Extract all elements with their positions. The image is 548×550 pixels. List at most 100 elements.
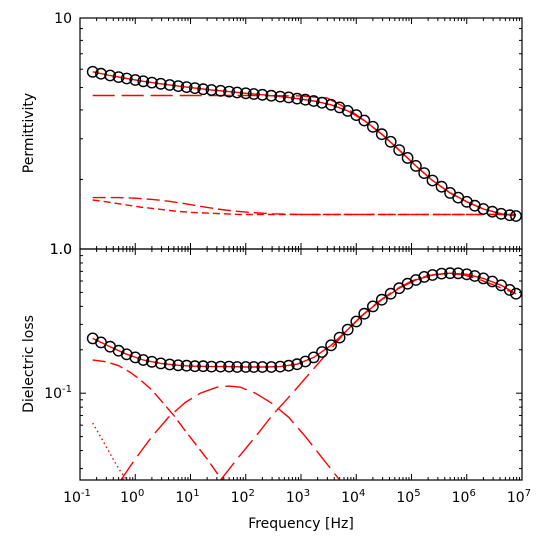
dielectric-loss-panel: 1.0 10-1: [44, 242, 523, 481]
data-point: [188, 360, 201, 373]
data-point: [358, 307, 371, 320]
data-point: [341, 323, 354, 336]
plot-frame: [79, 248, 523, 481]
data-point: [350, 109, 363, 122]
data-point: [214, 360, 227, 373]
x-tick-label: 107: [507, 488, 531, 506]
permittivity-panel: 101.0: [50, 11, 523, 258]
data-point: [358, 114, 371, 127]
data-point: [307, 351, 320, 364]
data-point: [384, 287, 397, 300]
data-point: [205, 84, 218, 96]
data-point: [112, 71, 125, 84]
y-tick-label: 1.0: [50, 242, 72, 258]
fit-component-line-3: [220, 272, 517, 480]
data-point: [366, 300, 379, 313]
data-point: [129, 351, 142, 364]
data-point: [137, 75, 150, 88]
data-point: [495, 207, 508, 220]
data-point: [265, 361, 278, 373]
data-point: [145, 355, 158, 368]
fit-component-line-2: [120, 385, 341, 480]
data-point: [401, 151, 414, 164]
data-point: [426, 174, 439, 187]
data-point: [510, 287, 522, 300]
data-point: [307, 95, 320, 107]
data-point: [503, 283, 516, 296]
data-point: [247, 88, 260, 100]
data-point: [188, 82, 201, 95]
data-point: [435, 267, 448, 280]
data-point: [197, 360, 210, 373]
fit-component-line-4: [92, 422, 128, 480]
y-axis-label-dielectric-loss: Dielectric loss: [21, 315, 37, 413]
data-point: [510, 210, 522, 222]
data-point: [325, 98, 337, 111]
data-point: [265, 89, 278, 102]
data-point: [282, 91, 295, 104]
data-point: [316, 96, 328, 109]
data-point: [366, 120, 379, 133]
data-point: [145, 76, 158, 89]
data-point: [393, 144, 406, 157]
data-point: [239, 361, 252, 373]
data-point: [291, 92, 303, 105]
x-tick-label: 102: [231, 488, 255, 506]
data-point: [197, 83, 210, 96]
data-point: [426, 269, 439, 281]
data-point: [418, 270, 431, 283]
data-point: [163, 79, 176, 91]
y-axis-label-permittivity: Permittivity: [21, 93, 37, 173]
frequency-tick-labels: 10-1 100 101 102 103 104 105 106 107: [63, 488, 531, 506]
y-tick-label: 10: [54, 11, 72, 27]
data-point: [384, 135, 397, 148]
x-tick-label: 105: [396, 488, 420, 506]
data-point: [375, 128, 388, 141]
data-point: [256, 88, 269, 101]
data-point: [274, 90, 287, 103]
fit-component-line-2: [92, 196, 516, 216]
data-point: [120, 72, 133, 85]
data-point: [503, 209, 516, 222]
data-point: [180, 359, 193, 372]
data-point: [205, 360, 218, 373]
data-point: [154, 357, 167, 370]
data-point: [154, 77, 167, 90]
x-tick-label: 101: [175, 488, 199, 506]
data-point: [223, 360, 236, 373]
data-point: [231, 86, 244, 99]
fit-component-line-1: [92, 94, 517, 217]
y-tick-label: 1.0: [50, 242, 72, 258]
data-point: [256, 361, 269, 373]
data-point: [214, 84, 227, 97]
data-point: [299, 93, 312, 106]
data-point: [375, 293, 388, 306]
data-point: [247, 361, 260, 373]
fit-total-line: [92, 272, 517, 368]
data-point: [486, 205, 499, 218]
data-point: [163, 358, 176, 371]
x-axis-label: Frequency [Hz]: [248, 516, 354, 532]
data-point: [435, 180, 448, 193]
data-point: [468, 270, 481, 282]
data-point: [282, 359, 295, 372]
x-tick-label: 106: [452, 488, 476, 506]
x-tick-label: 103: [286, 488, 310, 506]
data-point: [223, 85, 236, 98]
data-point: [172, 359, 185, 372]
fit-component-line-3: [92, 199, 516, 216]
data-point: [333, 331, 346, 344]
x-tick-label: 10-1: [63, 488, 91, 506]
data-point: [137, 354, 150, 366]
data-point: [460, 268, 473, 281]
data-point: [129, 74, 142, 86]
data-point: [316, 346, 328, 358]
x-tick-label: 104: [341, 488, 365, 506]
data-point: [291, 358, 303, 371]
data-point: [444, 267, 456, 280]
data-point: [418, 167, 431, 180]
data-point: [350, 315, 363, 328]
data-point: [409, 274, 422, 286]
data-point: [325, 339, 337, 352]
